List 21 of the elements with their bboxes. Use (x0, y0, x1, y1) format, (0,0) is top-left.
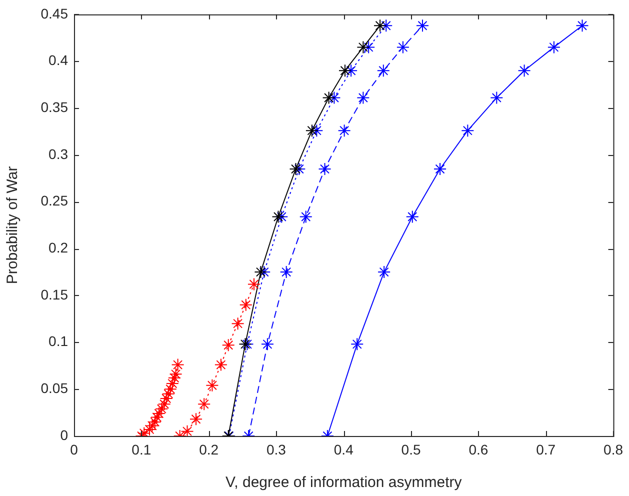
y-tick-label: 0.15 (40, 286, 68, 302)
x-tick-label: 0.3 (266, 441, 286, 458)
x-tick-label: 0.6 (468, 441, 488, 458)
y-tick-label: 0.05 (40, 380, 68, 396)
x-axis-title: V, degree of information asymmetry (226, 474, 462, 492)
y-tick-label: 0.1 (48, 333, 68, 350)
y-tick-label: 0.4 (48, 52, 68, 68)
y-tick-label: 0 (60, 426, 68, 443)
x-tick-label: 0.7 (536, 441, 556, 458)
x-tick-label: 0.8 (604, 441, 624, 458)
x-tick-label: 0.2 (199, 441, 219, 458)
x-tick-label: 0.1 (132, 441, 152, 458)
y-tick-label: 0.3 (48, 146, 68, 162)
x-tick-label: 0.5 (401, 441, 421, 458)
y-tick-label: 0.35 (40, 98, 68, 115)
y-tick-label: 0.45 (40, 5, 68, 22)
x-tick-label: 0 (70, 441, 78, 458)
y-axis-title: Probability of War (4, 166, 22, 284)
x-tick-label: 0.4 (334, 441, 354, 458)
y-tick-label: 0.2 (48, 239, 68, 256)
y-tick-label: 0.25 (40, 192, 68, 209)
